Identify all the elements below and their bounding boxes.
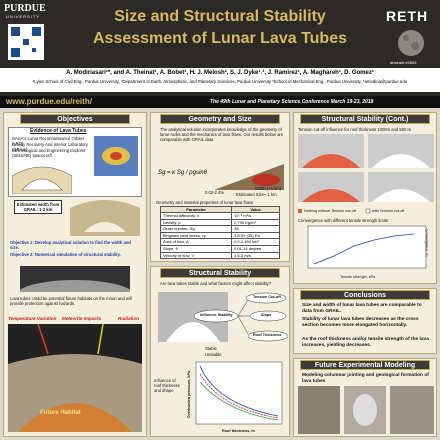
title-line: Size and Structural Stability	[114, 8, 326, 25]
width-label: Width (~1 km)	[255, 186, 282, 191]
qr-code	[8, 24, 44, 60]
logo-moon	[398, 30, 424, 56]
tube-sketch	[12, 166, 72, 194]
hazard: Radiation	[118, 316, 139, 321]
y-axis-label: Overburden pressure, kPa	[187, 370, 192, 419]
pressure-chart	[195, 361, 283, 425]
table-cell: 1.5-3 m/s	[231, 251, 280, 260]
conference: The 49th Lunar and Planetary Science Con…	[210, 99, 374, 105]
legend-swatches	[298, 208, 371, 214]
table-cell: Slope, θ	[159, 244, 233, 253]
title-line: Assessment of Lunar Lava Tubes	[93, 30, 347, 47]
table-cell: Bingham yield stress, τy	[159, 231, 233, 240]
table-title: Geometry and material properties of luna…	[156, 200, 254, 205]
table-cell: 2,790 Kg/m³	[231, 218, 280, 227]
section-heading: Structural Stability	[160, 268, 280, 278]
table-cell: Velocity of flow, V	[159, 251, 233, 260]
section-heading: Conclusions	[300, 290, 430, 300]
flow-sketch: Sg = κ Sg / ρgsinθ	[158, 164, 284, 190]
y-axis-label: Convergence, m	[424, 228, 429, 257]
bullet: Modeling columnar jointing and geologica…	[302, 373, 429, 384]
evidence-item: Gravity Recovery And Interior Laboratory…	[12, 142, 88, 153]
factor: Tension Cut-off	[253, 295, 281, 299]
moon-image	[20, 266, 130, 292]
section-heading: Structural Stability (Cont.)	[300, 114, 430, 124]
table-cell: Density, ρ	[159, 218, 233, 227]
logo: RETH	[386, 8, 429, 24]
objective: Objective 2: Numerical simulation of str…	[10, 252, 121, 257]
influence: Influence of roof thickness and shape	[154, 378, 180, 394]
table-cell: 10⁻⁶ m²/s	[231, 212, 280, 220]
factor: Roof Thickness	[253, 333, 282, 337]
table-row: Thermal diffusivity, κ 10⁻⁶ m²/s	[159, 212, 280, 220]
convergence-title: Convergence with different tensile stren…	[298, 218, 388, 223]
factor-center: Influence Stability	[200, 313, 233, 317]
authors: A. Modiriasari¹*, and A. Theinat¹, A. Bo…	[66, 70, 374, 76]
table-cell: Grasr number, Sg	[159, 225, 233, 233]
table-cell: Thermal diffusivity, κ	[159, 212, 233, 220]
author-bar	[0, 68, 440, 92]
future-habitat: Future Habitat	[40, 410, 81, 416]
legend-item: Unstable	[205, 352, 222, 357]
section-heading: Objectives	[20, 114, 130, 124]
hazard: Meteorite Impacts	[62, 316, 102, 321]
lab-photos	[298, 386, 434, 434]
table-cell: 0.01-14 degree	[231, 244, 280, 253]
table-cell: 38	[231, 225, 280, 233]
table-row: Area of flow, A 0.2-2,494 km²	[159, 238, 280, 246]
property-table: Parameter Value Thermal diffusivity, κ 10⁻⁶…	[159, 206, 280, 260]
legend-item: with Tension cut-off	[372, 209, 405, 213]
estimate: Estimated width from GRAIL: 1-2 km	[14, 200, 62, 215]
table-row: Slope, θ 0.01-14 degree	[159, 244, 280, 253]
bullet: Size and width of lunar lava tubes are c…	[302, 303, 422, 314]
abstract-number: abstract #2805	[390, 60, 417, 65]
url[interactable]: www.purdue.edu/reith/	[6, 97, 92, 106]
affiliations: ¹Lyles School of Civil Eng., Purdue Univ…	[32, 79, 408, 84]
geometry-text: The analytical solution incorporates kno…	[160, 127, 284, 143]
legend-item: Nothing without Tension cut-off	[304, 209, 356, 213]
factor-diagram	[158, 292, 288, 342]
table-cell: Area of flow, A	[159, 238, 233, 246]
evidence-title: Evidence of Lava Tubes	[30, 128, 87, 134]
evidence-item: NASA's Lunar Reconnaissance Orbiter (LRO…	[12, 136, 85, 147]
bullet: As the roof thickness and/or tensile str…	[302, 337, 429, 348]
subtitle: Tension cut-off influence for roof thick…	[298, 127, 412, 132]
question: Are lava tubes stable and what factors m…	[160, 281, 272, 286]
table-row: Velocity of flow, V 1.5-3 m/s	[159, 251, 280, 260]
table-cell: 0.2-2,494 km²	[231, 238, 280, 246]
convergence-chart	[307, 225, 427, 269]
university-sub: UNIVERSITY	[6, 14, 41, 19]
table-row: Bingham yield stress, τy 3.8-59 (35) Pa	[159, 231, 280, 240]
table-row: Density, ρ 2,790 Kg/m³	[159, 218, 280, 227]
x-axis-label: Roof thickness, m	[222, 429, 255, 433]
habitat-note: Lava tubes could be potential future hab…	[10, 296, 132, 307]
size-label: Estimated Size~ 1 km	[236, 192, 277, 197]
table-cell: 3.8-59 (35) Pa	[231, 231, 280, 240]
legend-item: Stable	[205, 346, 217, 351]
tension-models	[298, 134, 434, 202]
banner	[0, 96, 440, 108]
table-header-row: Parameter Value	[159, 206, 280, 213]
table-row: Grasr number, Sg 38	[159, 225, 280, 233]
section-heading: Geometry and Size	[160, 114, 280, 124]
table-header: Value	[231, 206, 280, 213]
bullet: Stability of lunar lava tubes decreases …	[302, 317, 419, 328]
table-header: Parameter	[159, 206, 233, 213]
evidence-item: SElenological and Engineering Explorer (…	[12, 148, 86, 159]
svg-text:Sg = κ Sg / ρgsinθ: Sg = κ Sg / ρgsinθ	[158, 170, 208, 176]
hazard: Temperature Variation	[8, 316, 57, 321]
university: PURDUE	[4, 3, 46, 14]
habitat-illustration	[8, 324, 142, 432]
gravity-map	[94, 136, 138, 176]
objective: Objective 1: Develop analytical solution…	[10, 240, 131, 251]
x-axis-label: Tensile strength, kPa	[340, 275, 376, 279]
slope-label: 0.02-2.4%	[205, 190, 225, 195]
section-heading: Future Experimental Modeling	[300, 360, 430, 370]
factor: Slope	[261, 313, 272, 317]
lava-sketch	[70, 200, 140, 236]
